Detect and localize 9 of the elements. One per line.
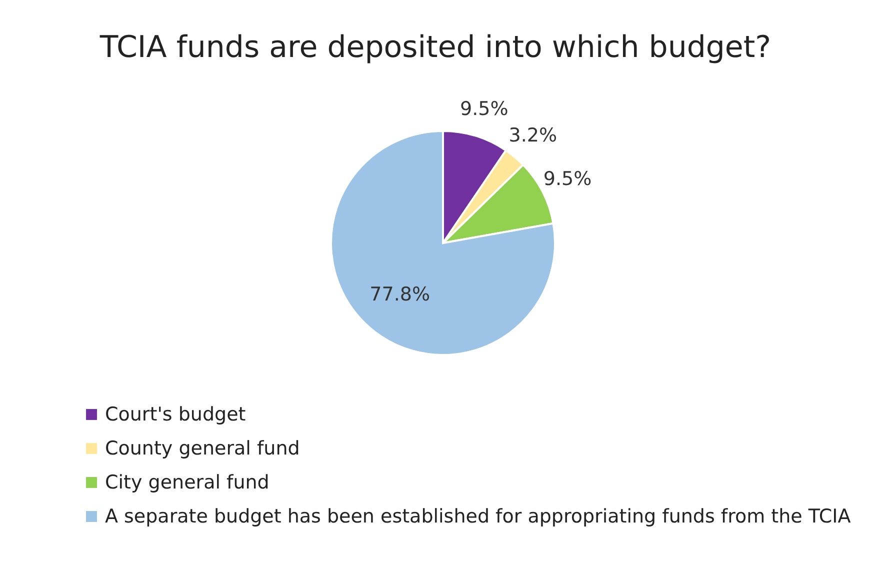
data-label: 9.5% [543, 168, 592, 190]
data-label: 77.8% [370, 284, 430, 306]
legend-label: City general fund [105, 472, 270, 494]
data-label: 3.2% [508, 124, 558, 147]
legend-label: County general fund [105, 438, 300, 460]
legend-label: A separate budget has been established for appropriating funds from the TCIA [105, 506, 851, 528]
data-label: 9.5% [460, 98, 508, 120]
chart-title: TCIA funds are deposited into which budget? [98, 30, 772, 65]
legend-label: Court's budget [105, 404, 246, 426]
